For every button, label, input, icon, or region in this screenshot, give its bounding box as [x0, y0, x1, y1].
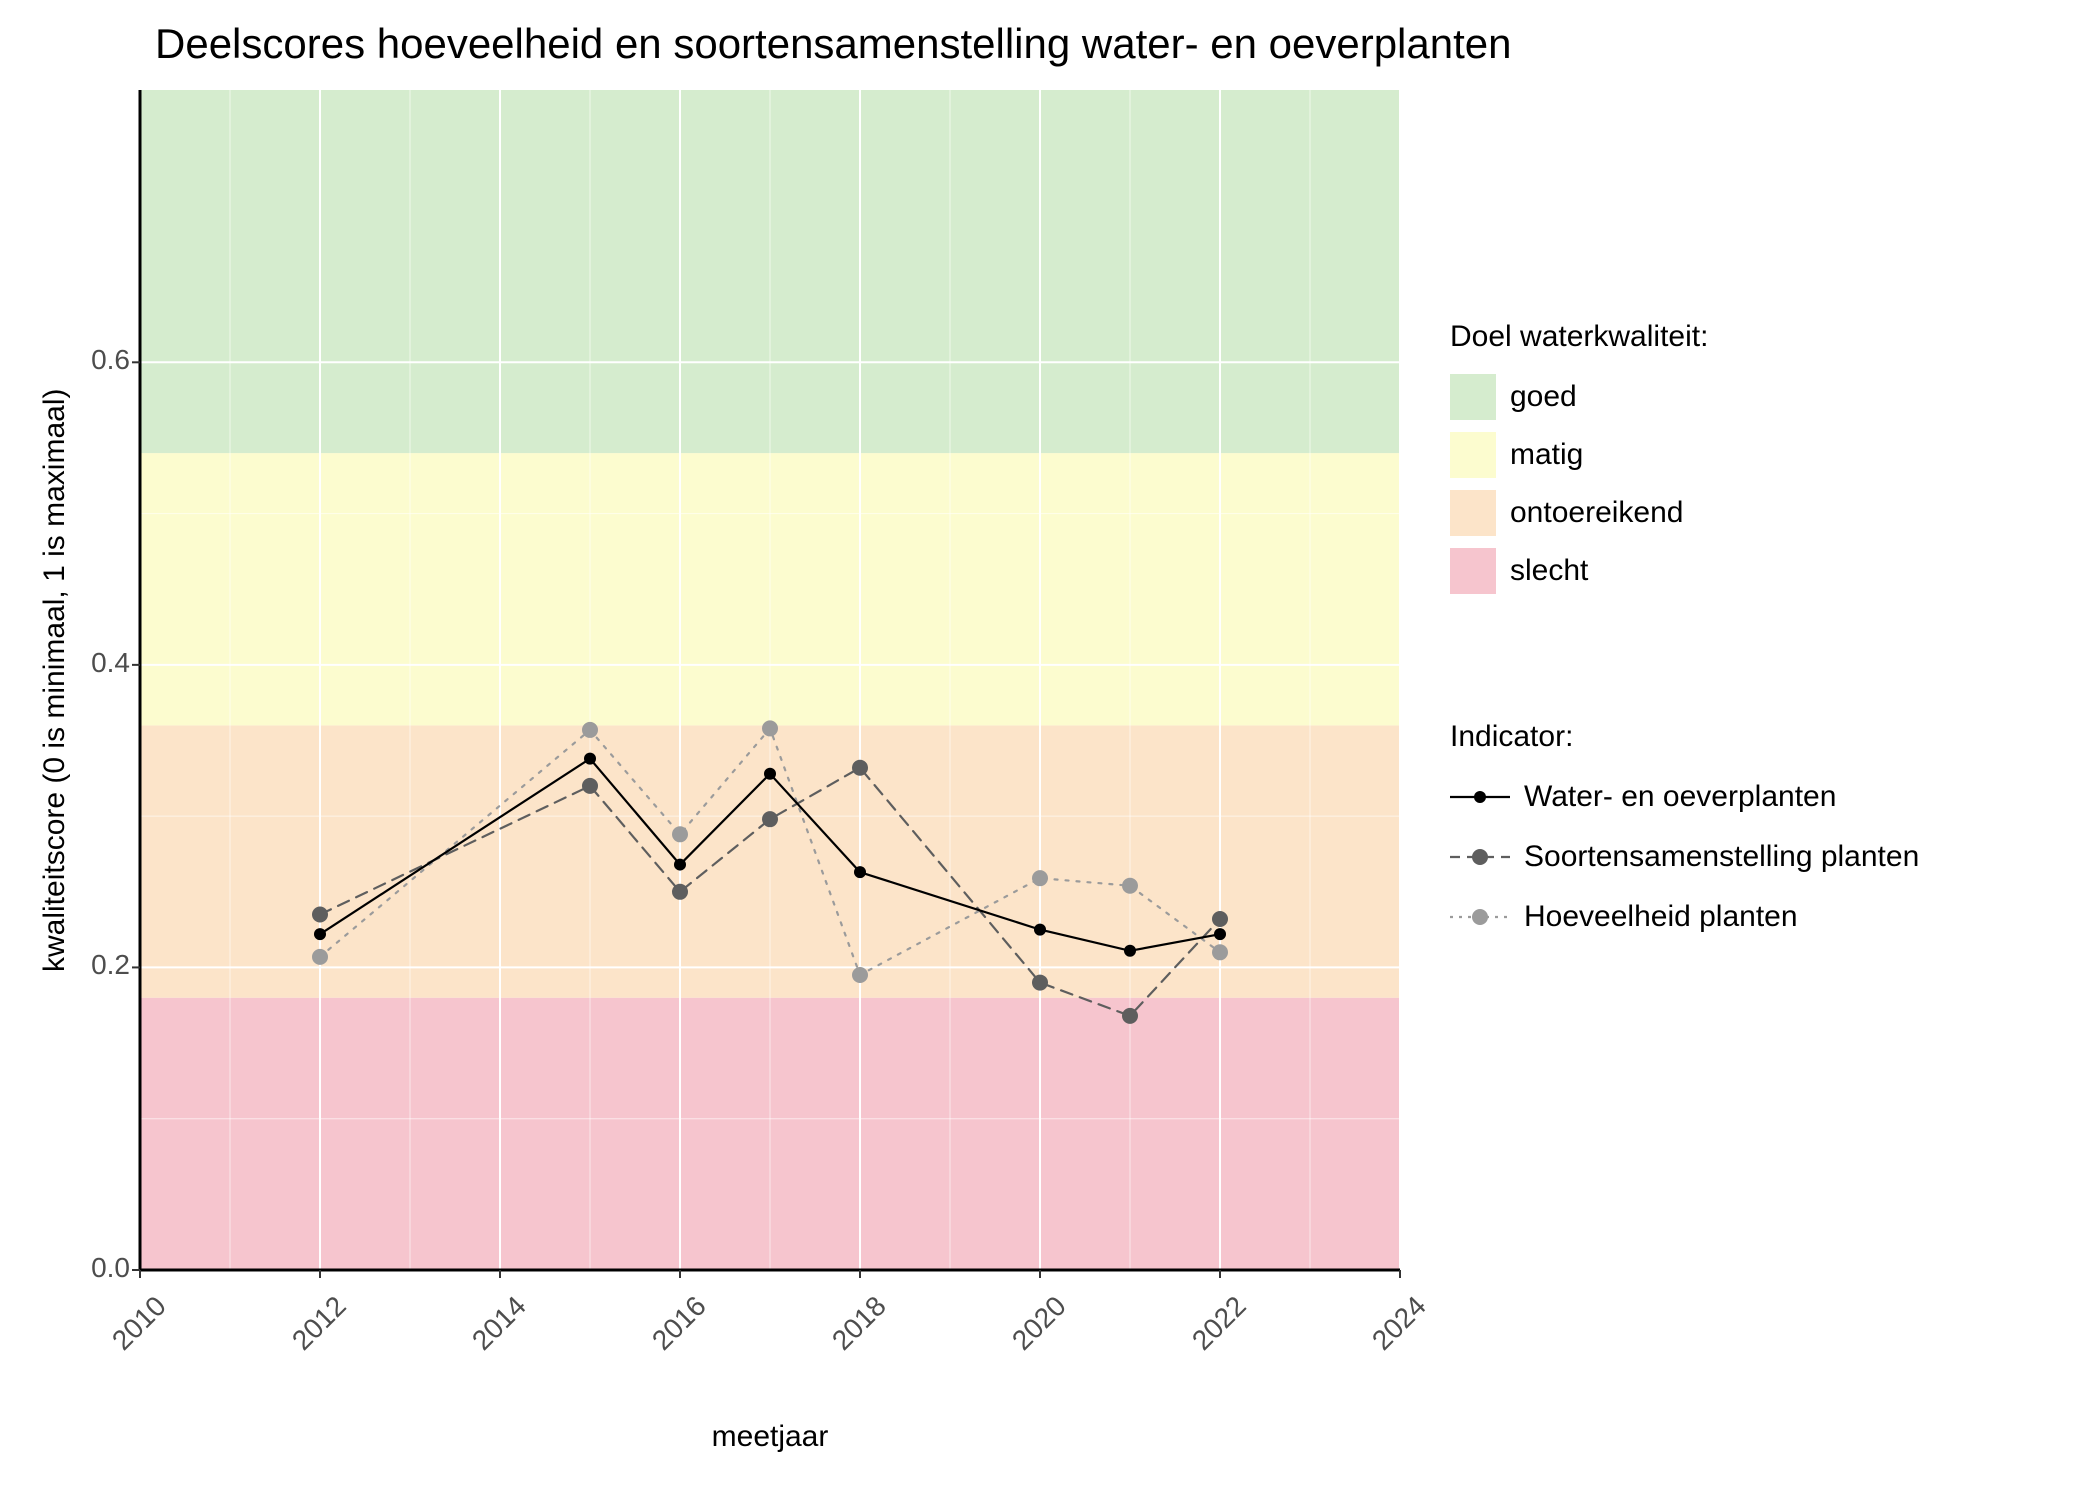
legend-series-label: Hoeveelheid planten: [1524, 900, 1798, 934]
legend-swatch: [1450, 432, 1496, 478]
legend-band-item: ontoereikend: [1450, 490, 1708, 536]
x-tick-label: 2014: [453, 1290, 532, 1369]
x-tick-label: 2010: [93, 1290, 172, 1369]
legend-series-item: Water- en oeverplanten: [1450, 774, 1919, 820]
legend-series-item: Hoeveelheid planten: [1450, 894, 1919, 940]
y-axis-label: kwaliteitscore (0 is minimaal, 1 is maxi…: [38, 388, 72, 971]
y-tick-label: 0.6: [50, 344, 130, 376]
legend-band-item: slecht: [1450, 548, 1708, 594]
legend-band-label: goed: [1510, 380, 1577, 414]
legend-indicators: Indicator: Water- en oeverplanten Soorten…: [1450, 720, 1919, 954]
x-tick-label: 2012: [273, 1290, 352, 1369]
y-tick-label: 0.0: [50, 1252, 130, 1284]
legend-quality-bands: Doel waterkwaliteit: goed matig ontoereike…: [1450, 320, 1708, 606]
x-tick-label: 2016: [633, 1290, 712, 1369]
legend-line-swatch: [1450, 894, 1510, 940]
chart-title: Deelscores hoeveelheid en soortensamenst…: [0, 20, 2100, 68]
legend-swatch: [1450, 490, 1496, 536]
x-tick-label: 2024: [1353, 1290, 1432, 1369]
legend-indicator-title: Indicator:: [1450, 720, 1919, 754]
y-tick-label: 0.4: [50, 647, 130, 679]
legend-band-label: matig: [1510, 438, 1583, 472]
legend-band-item: goed: [1450, 374, 1708, 420]
x-tick-label: 2018: [813, 1290, 892, 1369]
legend-line-swatch: [1450, 834, 1510, 880]
plot-area: [140, 90, 1400, 1270]
legend-band-label: slecht: [1510, 554, 1588, 588]
legend-band-label: ontoereikend: [1510, 496, 1683, 530]
legend-swatch: [1450, 548, 1496, 594]
chart-container: Deelscores hoeveelheid en soortensamenst…: [0, 0, 2100, 1500]
y-tick-label: 0.2: [50, 949, 130, 981]
legend-line-swatch: [1450, 774, 1510, 820]
legend-swatch: [1450, 374, 1496, 420]
x-tick-label: 2020: [993, 1290, 1072, 1369]
legend-series-label: Soortensamenstelling planten: [1524, 840, 1919, 874]
x-axis-label: meetjaar: [140, 1420, 1400, 1454]
x-tick-label: 2022: [1173, 1290, 1252, 1369]
legend-band-item: matig: [1450, 432, 1708, 478]
legend-bands-title: Doel waterkwaliteit:: [1450, 320, 1708, 354]
legend-series-item: Soortensamenstelling planten: [1450, 834, 1919, 880]
legend-series-label: Water- en oeverplanten: [1524, 780, 1836, 814]
